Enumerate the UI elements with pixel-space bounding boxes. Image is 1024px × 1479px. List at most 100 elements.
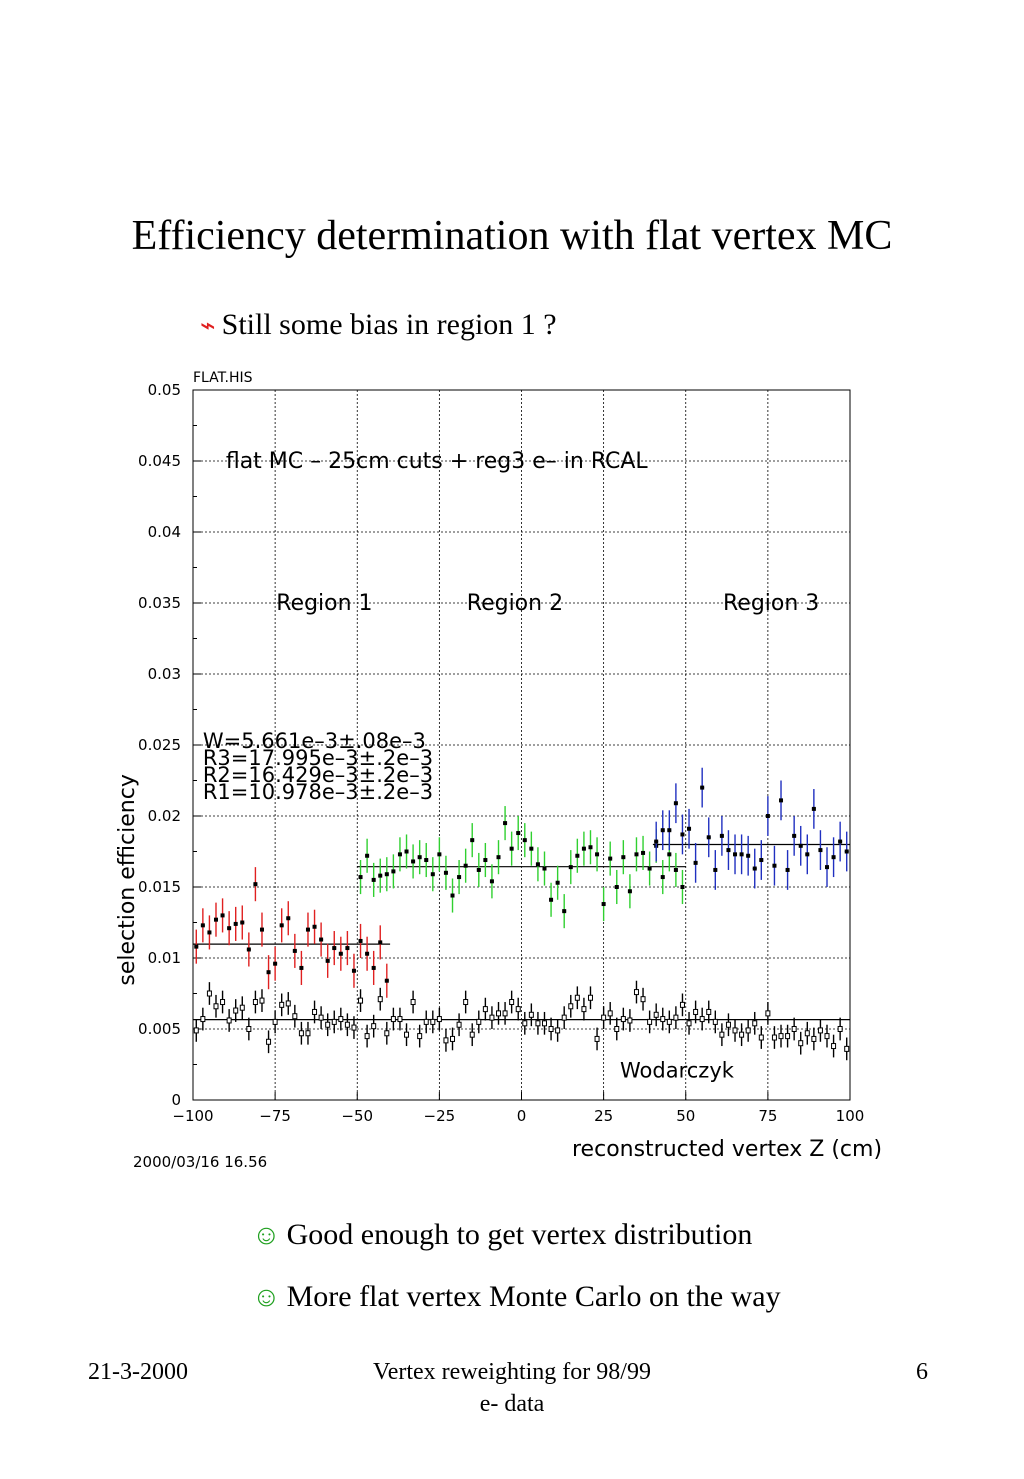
efficiency-chart: 0 0.005 0.01 0.015 0.02 0.025 0.03 0.035 0.04 0.0… bbox=[115, 370, 882, 1171]
data-point bbox=[785, 867, 790, 872]
data-point bbox=[384, 978, 389, 983]
data-point bbox=[213, 917, 218, 922]
data-point bbox=[614, 1026, 620, 1032]
smiley-icon: ☺ bbox=[252, 1282, 281, 1313]
data-point bbox=[719, 1031, 725, 1038]
data-point bbox=[239, 1004, 245, 1011]
x-tick-label: −50 bbox=[341, 1107, 373, 1125]
x-tick-label: −75 bbox=[259, 1107, 291, 1125]
data-point bbox=[732, 1027, 738, 1034]
data-point bbox=[680, 832, 685, 837]
data-point bbox=[371, 1023, 377, 1030]
data-point bbox=[515, 1006, 521, 1013]
data-point bbox=[713, 867, 718, 872]
data-point bbox=[825, 865, 830, 870]
bullet-text: More flat vertex Monte Carlo on the way bbox=[286, 1280, 781, 1313]
data-point bbox=[272, 1018, 278, 1025]
data-point bbox=[601, 902, 606, 907]
data-point bbox=[725, 1021, 731, 1028]
data-point bbox=[779, 798, 784, 803]
data-point bbox=[771, 1034, 777, 1041]
data-point bbox=[562, 909, 567, 914]
data-point bbox=[371, 877, 376, 882]
data-point bbox=[817, 1027, 823, 1034]
x-tick-label: 100 bbox=[836, 1107, 865, 1125]
y-tick-label: 0 bbox=[171, 1091, 181, 1109]
data-point bbox=[568, 1003, 574, 1010]
data-point bbox=[673, 1014, 679, 1021]
data-point bbox=[503, 821, 508, 826]
data-point bbox=[489, 1014, 495, 1021]
data-point bbox=[384, 1030, 390, 1037]
data-point bbox=[233, 1007, 239, 1014]
data-point bbox=[621, 855, 626, 860]
data-point bbox=[456, 1021, 462, 1028]
data-point bbox=[292, 948, 297, 953]
author-label: Wodarczyk bbox=[620, 1058, 735, 1082]
data-point bbox=[200, 1016, 206, 1023]
data-point bbox=[423, 1018, 429, 1025]
x-tick-label: 0 bbox=[517, 1107, 527, 1125]
data-point bbox=[319, 937, 324, 942]
data-point bbox=[758, 1034, 764, 1041]
footer-date: 21-3-2000 bbox=[88, 1359, 188, 1385]
data-point bbox=[805, 852, 810, 857]
chart-title: flat MC – 25cm cuts + reg3 e– in RCAL bbox=[226, 449, 649, 474]
data-point bbox=[437, 852, 442, 857]
data-point bbox=[378, 873, 383, 878]
data-point bbox=[384, 872, 389, 877]
data-point bbox=[733, 852, 738, 857]
data-point bbox=[424, 858, 429, 863]
page-number: 6 bbox=[916, 1359, 928, 1385]
data-point bbox=[660, 875, 665, 880]
data-point bbox=[647, 866, 652, 871]
data-point bbox=[233, 921, 238, 926]
data-point bbox=[844, 1045, 850, 1052]
data-point bbox=[792, 833, 797, 838]
data-point bbox=[443, 1037, 449, 1044]
data-point bbox=[529, 846, 534, 851]
data-point bbox=[463, 863, 468, 868]
data-point bbox=[430, 872, 435, 877]
data-point bbox=[220, 999, 226, 1006]
data-point bbox=[838, 839, 843, 844]
data-point bbox=[489, 879, 494, 884]
data-point bbox=[641, 850, 646, 855]
data-point bbox=[706, 835, 711, 840]
data-point bbox=[798, 1040, 804, 1047]
data-point bbox=[804, 1030, 810, 1037]
data-point bbox=[772, 863, 777, 868]
data-point bbox=[331, 1018, 337, 1025]
data-point bbox=[549, 897, 554, 902]
data-point bbox=[693, 1008, 699, 1015]
data-point bbox=[509, 846, 514, 851]
slide-title: Efficiency determination with flat verte… bbox=[131, 213, 893, 259]
data-point bbox=[811, 1035, 817, 1042]
data-point bbox=[712, 1018, 718, 1025]
data-point bbox=[752, 1020, 758, 1027]
data-point bbox=[285, 1000, 291, 1007]
data-point bbox=[555, 880, 560, 885]
data-point bbox=[252, 999, 258, 1006]
data-point bbox=[607, 1010, 613, 1017]
data-point bbox=[430, 1018, 436, 1025]
data-point bbox=[568, 865, 573, 870]
data-point bbox=[608, 856, 613, 861]
data-point bbox=[377, 996, 383, 1003]
data-point bbox=[555, 1027, 561, 1034]
y-tick-label: 0.045 bbox=[138, 452, 181, 470]
y-tick-label: 0.035 bbox=[138, 594, 181, 612]
fit-result-text: R3=17.995e–3±.2e–3 bbox=[203, 746, 433, 770]
x-tick-label: 25 bbox=[594, 1107, 613, 1125]
data-point bbox=[798, 843, 803, 848]
data-point bbox=[699, 1016, 705, 1023]
data-point bbox=[325, 958, 330, 963]
data-point bbox=[404, 849, 409, 854]
data-point bbox=[194, 944, 199, 949]
data-point bbox=[654, 839, 659, 844]
data-point bbox=[614, 885, 619, 889]
data-point bbox=[476, 867, 481, 872]
data-point bbox=[752, 866, 757, 871]
x-tick-label: −100 bbox=[172, 1107, 213, 1125]
data-point bbox=[528, 1011, 534, 1018]
